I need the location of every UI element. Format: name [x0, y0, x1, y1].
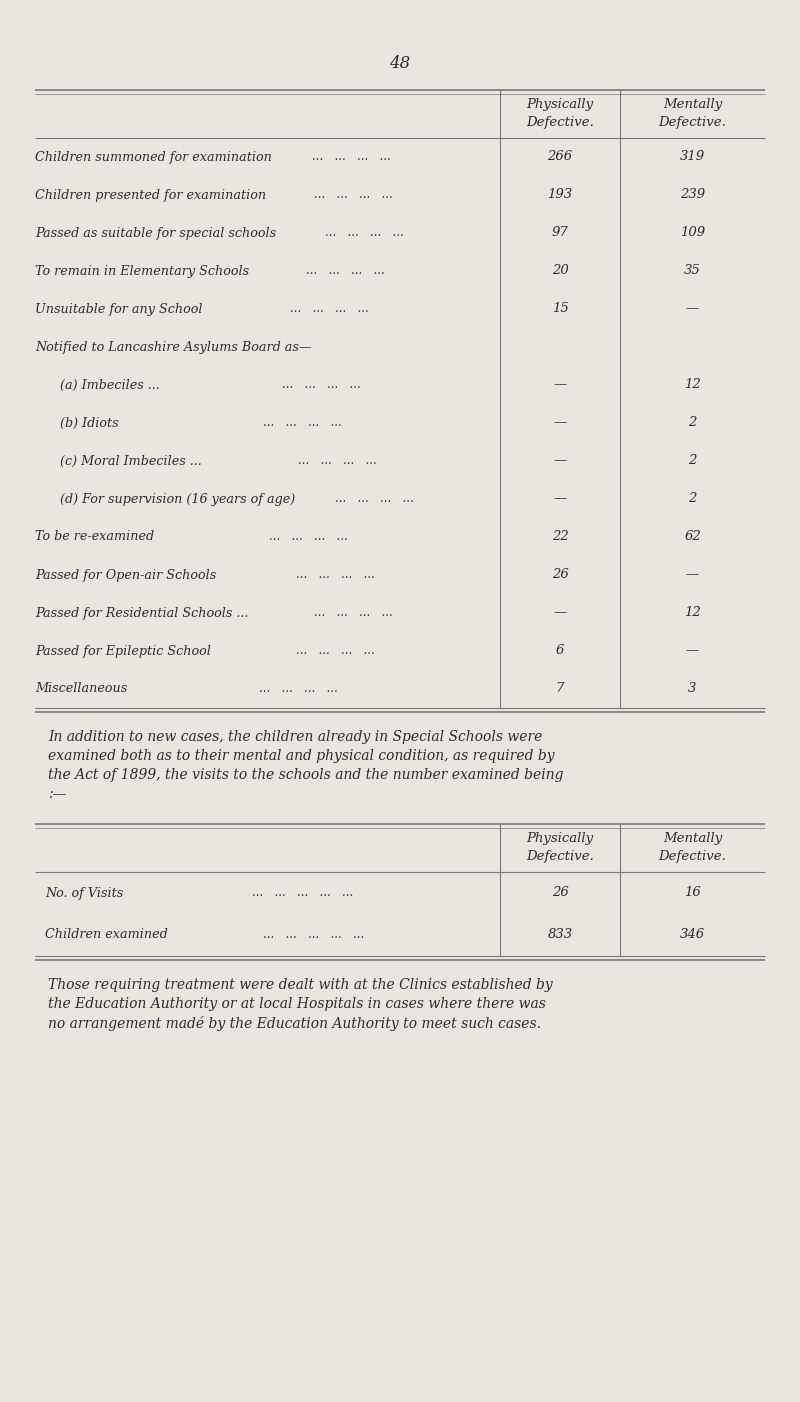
Text: (b) Idiots: (b) Idiots: [60, 416, 118, 429]
Text: ...   ...   ...   ...: ... ... ... ...: [314, 188, 393, 202]
Text: —: —: [554, 379, 566, 391]
Text: Mentally
Defective.: Mentally Defective.: [658, 98, 726, 129]
Text: Children presented for examination: Children presented for examination: [35, 188, 266, 202]
Text: examined both as to their mental and physical condition, as required by: examined both as to their mental and phy…: [48, 749, 554, 763]
Text: Physically
Defective.: Physically Defective.: [526, 98, 594, 129]
Text: 16: 16: [684, 886, 701, 900]
Text: Passed for Epileptic School: Passed for Epileptic School: [35, 645, 211, 658]
Text: Unsuitable for any School: Unsuitable for any School: [35, 303, 202, 315]
Text: ...   ...   ...   ...: ... ... ... ...: [298, 454, 376, 467]
Text: ...   ...   ...   ...: ... ... ... ...: [263, 416, 342, 429]
Text: Passed as suitable for special schools: Passed as suitable for special schools: [35, 227, 276, 240]
Text: 319: 319: [680, 150, 705, 164]
Text: —: —: [554, 454, 566, 467]
Text: Passed for Open-air Schools: Passed for Open-air Schools: [35, 568, 216, 582]
Text: Notified to Lancashire Asylums Board as—: Notified to Lancashire Asylums Board as—: [35, 341, 312, 353]
Text: :—: :—: [48, 787, 66, 801]
Text: 7: 7: [556, 683, 564, 695]
Text: ...   ...   ...   ...: ... ... ... ...: [269, 530, 348, 544]
Text: ...   ...   ...   ...: ... ... ... ...: [282, 379, 361, 391]
Text: Children summoned for examination: Children summoned for examination: [35, 150, 272, 164]
Text: In addition to new cases, the children already in Special Schools were: In addition to new cases, the children a…: [48, 730, 542, 744]
Text: 2: 2: [688, 492, 697, 506]
Text: Physically
Defective.: Physically Defective.: [526, 831, 594, 864]
Text: ...   ...   ...   ...   ...: ... ... ... ... ...: [263, 928, 364, 942]
Text: 12: 12: [684, 607, 701, 620]
Text: ...   ...   ...   ...: ... ... ... ...: [314, 607, 393, 620]
Text: 62: 62: [684, 530, 701, 544]
Text: —: —: [554, 492, 566, 506]
Text: 22: 22: [552, 530, 568, 544]
Text: To remain in Elementary Schools: To remain in Elementary Schools: [35, 265, 249, 278]
Text: 3: 3: [688, 683, 697, 695]
Text: Passed for Residential Schools ...: Passed for Residential Schools ...: [35, 607, 248, 620]
Text: 12: 12: [684, 379, 701, 391]
Text: 346: 346: [680, 928, 705, 942]
Text: Those requiring treatment were dealt with at the Clinics established by: Those requiring treatment were dealt wit…: [48, 979, 553, 993]
Text: the Education Authority or at local Hospitals in cases where there was: the Education Authority or at local Hosp…: [48, 997, 546, 1011]
Text: —: —: [554, 416, 566, 429]
Text: —: —: [554, 607, 566, 620]
Text: No. of Visits: No. of Visits: [45, 886, 123, 900]
Text: —: —: [686, 645, 699, 658]
Text: Miscellaneous: Miscellaneous: [35, 683, 127, 695]
Text: 48: 48: [390, 55, 410, 72]
Text: —: —: [686, 303, 699, 315]
Text: ...   ...   ...   ...: ... ... ... ...: [325, 227, 403, 240]
Text: (c) Moral Imbeciles ...: (c) Moral Imbeciles ...: [60, 454, 202, 467]
Text: To be re-examined: To be re-examined: [35, 530, 154, 544]
Text: (a) Imbeciles ...: (a) Imbeciles ...: [60, 379, 160, 391]
Text: 26: 26: [552, 886, 568, 900]
Text: ...   ...   ...   ...: ... ... ... ...: [296, 568, 374, 582]
Text: 20: 20: [552, 265, 568, 278]
Text: 2: 2: [688, 454, 697, 467]
Text: 97: 97: [552, 227, 568, 240]
Text: 833: 833: [547, 928, 573, 942]
Text: 109: 109: [680, 227, 705, 240]
Text: no arrangement madé by the Education Authority to meet such cases.: no arrangement madé by the Education Aut…: [48, 1016, 541, 1030]
Text: 35: 35: [684, 265, 701, 278]
Text: Mentally
Defective.: Mentally Defective.: [658, 831, 726, 864]
Text: ...   ...   ...   ...: ... ... ... ...: [258, 683, 338, 695]
Text: 2: 2: [688, 416, 697, 429]
Text: 193: 193: [547, 188, 573, 202]
Text: ...   ...   ...   ...: ... ... ... ...: [334, 492, 414, 506]
Text: —: —: [686, 568, 699, 582]
Text: 266: 266: [547, 150, 573, 164]
Text: ...   ...   ...   ...: ... ... ... ...: [306, 265, 385, 278]
Text: (d) For supervision (16 years of age): (d) For supervision (16 years of age): [60, 492, 295, 506]
Text: ...   ...   ...   ...   ...: ... ... ... ... ...: [252, 886, 354, 900]
Text: ...   ...   ...   ...: ... ... ... ...: [290, 303, 369, 315]
Text: ...   ...   ...   ...: ... ... ... ...: [311, 150, 390, 164]
Text: the Act of 1899, the visits to the schools and the number examined being: the Act of 1899, the visits to the schoo…: [48, 768, 563, 782]
Text: 239: 239: [680, 188, 705, 202]
Text: 15: 15: [552, 303, 568, 315]
Text: 6: 6: [556, 645, 564, 658]
Text: Children examined: Children examined: [45, 928, 168, 942]
Text: ...   ...   ...   ...: ... ... ... ...: [296, 645, 374, 658]
Text: 26: 26: [552, 568, 568, 582]
